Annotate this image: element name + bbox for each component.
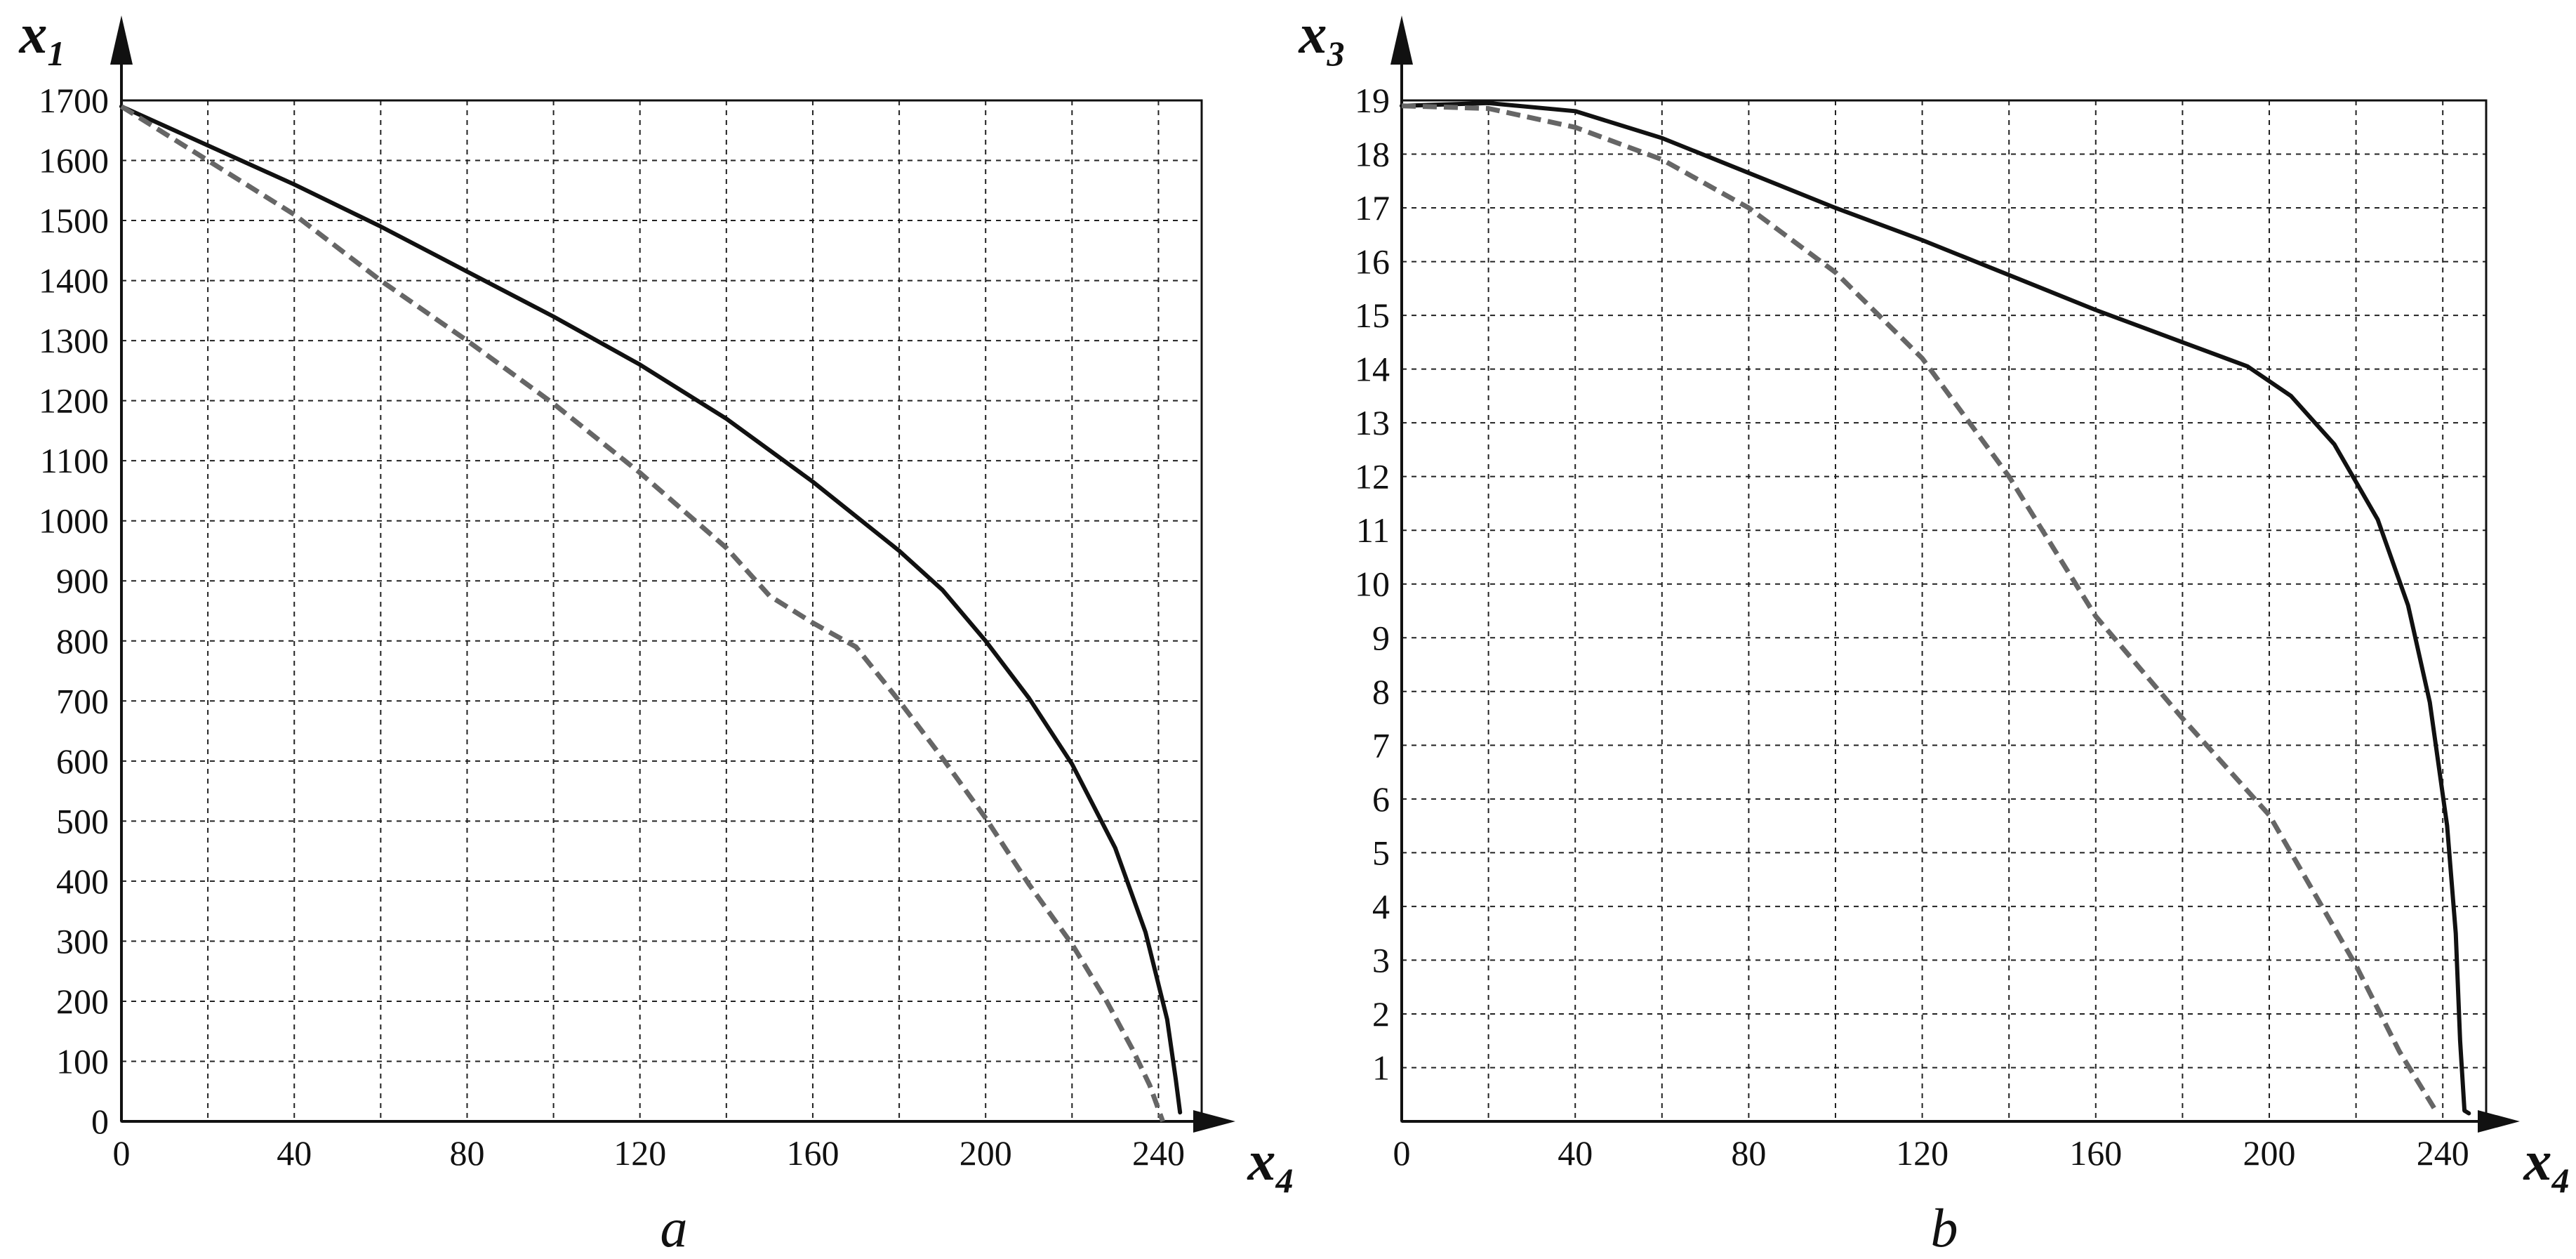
y-tick-label: 12 [1355,457,1390,496]
series-line-dashed [120,104,1165,1123]
y-tick-label: 1300 [39,321,109,360]
x-tick-label: 160 [786,1133,839,1173]
series-line-dashed [1401,103,2436,1109]
y-tick-label: 11 [1356,510,1390,550]
y-tick-label: 1 [1372,1048,1390,1087]
y-tick-label: 300 [56,921,109,961]
y-tick-label: 6 [1372,779,1390,819]
y-tick-label: 1000 [39,501,109,541]
y-tick-label: 1100 [40,441,109,480]
plot-frame [1400,99,2488,1123]
x-tick-label: 120 [1896,1133,1948,1173]
y-axis-arrow [110,15,133,65]
y-tick-label: 17 [1355,188,1390,228]
y-tick-label: 9 [1372,618,1390,657]
x-axis-title-subscript: 4 [1275,1161,1294,1200]
x-tick-label: 80 [1731,1133,1766,1173]
x-tick-label: 200 [2243,1133,2296,1173]
y-tick-label: 10 [1355,565,1390,604]
x-tick-label: 0 [1393,1133,1411,1173]
panel-a-chart: 0 40 80 120 160 200 240 0 100 200 300 400 500 600 700 8… [19,4,1294,1258]
x-tick-label: 40 [277,1133,312,1173]
y-tick-label: 2 [1372,994,1390,1034]
y-tick-label: 16 [1355,242,1390,282]
x-tick-label: 200 [960,1133,1012,1173]
y-tick-label: 900 [56,561,109,600]
x-axis-title-subscript: 4 [2551,1161,2570,1200]
series-line-solid [119,104,1183,1115]
y-tick-label: 800 [56,621,109,661]
y-tick-label: 1400 [39,261,109,301]
y-axis-title-subscript: 3 [1327,34,1345,73]
x-tick-label: 160 [2069,1133,2122,1173]
y-axis-arrow [1390,15,1413,65]
panel-b-chart: 0 40 80 120 160 200 24012345678910111213141516… [1299,4,2570,1258]
y-tick-label: 3 [1372,940,1390,980]
x-tick-label: 120 [613,1133,666,1173]
y-tick-label: 8 [1372,672,1390,711]
y-tick-label: 100 [56,1041,109,1081]
y-tick-label: 19 [1355,81,1390,120]
y-tick-label: 1200 [39,381,109,421]
y-tick-label: 4 [1372,887,1390,926]
y-tick-label: 400 [56,862,109,901]
x-tick-label: 240 [2417,1133,2469,1173]
x-tick-label: 80 [449,1133,484,1173]
series-line-solid [1400,100,2471,1116]
panel-label: b [1931,1197,1958,1258]
y-axis-title: x3 [1299,4,1345,73]
plot-frame [120,99,1203,1123]
y-tick-label: 0 [91,1102,109,1141]
y-tick-label: 600 [56,741,109,781]
y-axis-title: x1 [19,4,65,73]
y-tick-label: 1500 [39,201,109,240]
x-axis-title: x4 [1247,1131,1294,1200]
x-axis-title: x4 [2523,1131,2570,1200]
x-tick-label: 40 [1558,1133,1593,1173]
y-tick-label: 18 [1355,135,1390,174]
y-tick-label: 200 [56,982,109,1021]
y-tick-label: 13 [1355,403,1390,442]
x-axis-arrow [1193,1110,1235,1133]
x-axis-arrow [2478,1110,2520,1133]
y-tick-label: 500 [56,801,109,841]
y-tick-label: 15 [1355,296,1390,335]
y-tick-label: 700 [56,681,109,720]
y-tick-label: 1600 [39,141,109,180]
y-tick-label: 7 [1372,725,1390,765]
panel-label: a [660,1197,688,1258]
y-tick-label: 5 [1372,833,1390,872]
x-tick-label: 0 [113,1133,131,1173]
y-tick-label: 1700 [39,81,109,120]
y-tick-label: 14 [1355,350,1390,389]
y-axis-title-subscript: 1 [48,34,65,73]
x-tick-label: 240 [1132,1133,1185,1173]
